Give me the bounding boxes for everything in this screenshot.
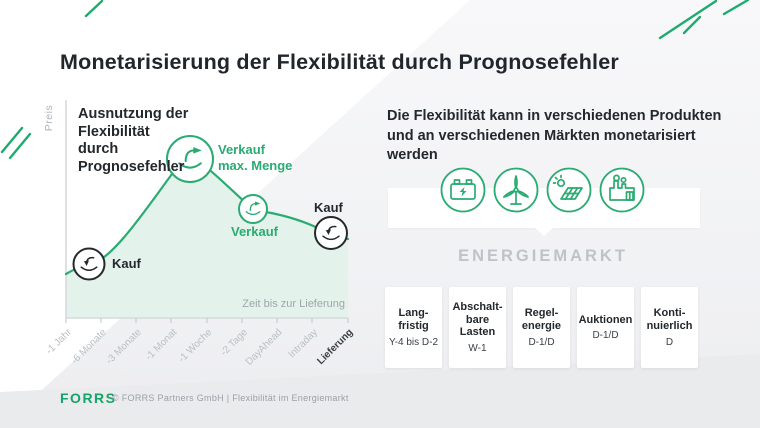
card-subtitle: D: [665, 336, 674, 348]
x-axis-caption: Zeit bis zur Lieferung: [242, 298, 345, 310]
asset-icon-band: [388, 188, 700, 236]
card-title: Abschalt-bare Lasten: [452, 300, 503, 339]
y-axis-label: Preis: [43, 104, 56, 132]
product-card-kontinuierlich: Konti-nuierlich D: [641, 287, 698, 368]
footer-copyright: © FORRS Partners GmbH | Flexibilität im …: [112, 393, 349, 403]
kauf-label-2: Kauf: [314, 200, 343, 215]
product-card-regelenergie: Regel-energie D-1/D: [513, 287, 570, 368]
card-subtitle: D-1/D: [592, 330, 619, 342]
page-title: Monetarisierung der Flexibilität durch P…: [60, 50, 619, 74]
card-title: Lang-fristig: [398, 307, 429, 332]
card-title: Regel-energie: [521, 307, 562, 332]
energiemarkt-label: ENERGIEMARKT: [458, 247, 628, 265]
kauf-label-1: Kauf: [112, 256, 141, 271]
verkauf-max-menge-label: Verkauf max. Menge: [218, 142, 293, 174]
card-subtitle: W-1: [468, 343, 487, 355]
forrs-logo: FORRS: [60, 390, 117, 406]
card-title: Auktionen: [578, 313, 633, 326]
card-title: Konti-nuierlich: [646, 307, 693, 332]
x-tick-label: -1 Jahr: [43, 327, 74, 357]
card-subtitle: Y-4 bis D-2: [388, 336, 439, 348]
buy-hand-icon: [80, 256, 98, 271]
card-subtitle: D-1/D: [528, 336, 555, 348]
product-card-auktionen: Auktionen D-1/D: [577, 287, 634, 368]
product-card-abschaltbare-lasten: Abschalt-bare Lasten W-1: [449, 287, 506, 368]
chart-annotation: Ausnutzung der Flexibilität durch Progno…: [78, 106, 189, 176]
product-cards: Lang-fristig Y-4 bis D-2 Abschalt-bare L…: [385, 287, 698, 368]
right-panel-headline: Die Flexibilität kann in verschiedenen P…: [387, 108, 722, 164]
product-card-langfristig: Lang-fristig Y-4 bis D-2: [385, 287, 442, 368]
verkauf-label: Verkauf: [231, 224, 278, 239]
buy-marker-1: [72, 247, 106, 281]
